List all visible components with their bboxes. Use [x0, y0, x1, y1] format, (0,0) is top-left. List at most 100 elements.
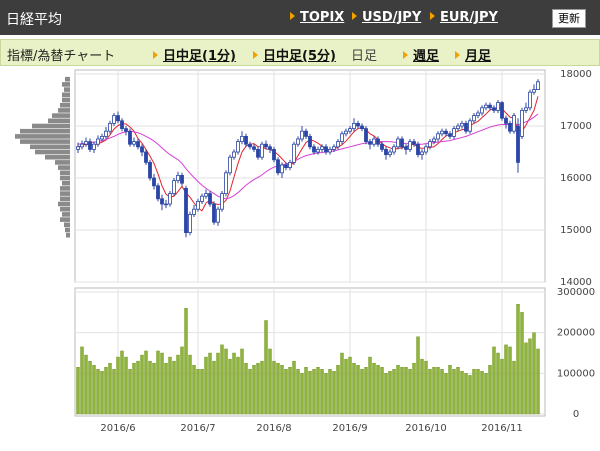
- candle-body: [200, 195, 204, 202]
- price-volume-bar: [60, 102, 70, 108]
- refresh-button[interactable]: 更新: [552, 9, 586, 28]
- link[interactable]: TOPIX: [290, 10, 344, 25]
- volume-bar: [104, 367, 108, 415]
- volume-bar: [496, 352, 500, 415]
- volume-bar: [524, 342, 528, 415]
- price-volume-bar: [60, 175, 70, 181]
- volume-bar: [260, 360, 264, 415]
- candle-body: [456, 125, 460, 129]
- candle-body: [408, 141, 412, 150]
- price-volume-bar: [15, 134, 70, 139]
- candle-body: [296, 138, 300, 145]
- y-tick-label: 100000: [557, 368, 595, 379]
- candle-body: [276, 159, 280, 174]
- candle-body: [148, 161, 152, 179]
- candle-body: [264, 143, 268, 148]
- candle-body: [380, 143, 384, 150]
- candle-body: [340, 133, 344, 143]
- link[interactable]: USD/JPY: [352, 10, 421, 25]
- candle-body: [508, 123, 512, 132]
- x-tick-label: 2016/10: [405, 423, 447, 434]
- candle-body: [180, 174, 184, 184]
- volume-bar: [332, 371, 336, 415]
- volume-bar: [328, 369, 332, 415]
- price-volume-bar: [62, 97, 70, 103]
- candle-body: [88, 141, 92, 150]
- candle-body: [440, 130, 444, 135]
- volume-bar: [336, 365, 340, 415]
- volume-bar: [472, 369, 476, 415]
- volume-bar: [392, 369, 396, 415]
- candle-body: [152, 177, 156, 187]
- candle-body: [160, 198, 164, 205]
- volume-bar: [156, 350, 160, 415]
- candle-body: [100, 135, 104, 140]
- volume-bar: [140, 354, 144, 415]
- candle-body: [272, 148, 276, 161]
- price-volume-bar: [55, 160, 70, 165]
- candle-body: [196, 200, 200, 210]
- tab[interactable]: 日中足(1分): [153, 45, 236, 64]
- volume-bar: [480, 371, 484, 415]
- candle-body: [140, 146, 144, 153]
- candle-body: [184, 187, 188, 233]
- price-volume-bar: [64, 87, 70, 92]
- candle-body: [424, 146, 428, 153]
- volume-bar: [176, 354, 180, 415]
- price-volume-bar: [58, 165, 70, 170]
- x-tick-label: 2016/8: [256, 423, 291, 434]
- price-volume-bar: [60, 217, 70, 222]
- candle-body: [192, 208, 196, 215]
- volume-bar: [240, 348, 244, 415]
- price-volume-bar: [52, 113, 70, 118]
- volume-bar: [188, 354, 192, 415]
- price-volume-bar: [66, 232, 70, 238]
- volume-bar: [264, 320, 268, 415]
- candle-body: [124, 128, 128, 132]
- volume-bar: [292, 360, 296, 415]
- price-volume-bar: [45, 154, 70, 160]
- candle-body: [84, 141, 88, 145]
- volume-bar: [508, 346, 512, 415]
- volume-bar: [324, 373, 328, 415]
- candle-body: [444, 130, 448, 135]
- volume-bar: [368, 356, 372, 415]
- price-volume-bar: [60, 196, 70, 202]
- candle-body: [204, 193, 208, 197]
- y-tick-label: 14000: [560, 277, 592, 288]
- volume-bar: [296, 369, 300, 415]
- volume-bar: [468, 375, 472, 415]
- candle-body: [136, 141, 140, 148]
- candle-body: [432, 138, 436, 142]
- candle-body: [312, 146, 316, 153]
- volume-bar: [76, 367, 80, 415]
- candle-body: [132, 141, 136, 145]
- candle-body: [76, 146, 80, 150]
- candle-body: [304, 130, 308, 137]
- tab[interactable]: 日中足(5分): [253, 45, 336, 64]
- volume-bar: [236, 356, 240, 415]
- volume-bar: [288, 367, 292, 415]
- tab-label: 指標/為替チャート: [7, 49, 116, 64]
- candle-body: [216, 208, 220, 223]
- volume-bar: [220, 344, 224, 415]
- volume-bar: [128, 369, 132, 415]
- price-volume-bar: [60, 186, 70, 191]
- candle-body: [520, 110, 524, 137]
- link[interactable]: EUR/JPY: [430, 10, 498, 25]
- candle-body: [516, 125, 520, 163]
- price-volume-bar: [48, 118, 70, 124]
- volume-bar: [124, 356, 128, 415]
- candle-body: [240, 135, 244, 142]
- tab[interactable]: 月足: [455, 45, 491, 64]
- candle-body: [308, 135, 312, 148]
- volume-bar: [488, 365, 492, 415]
- header-bar: 日経平均 TOPIX USD/JPY EUR/JPY 更新: [0, 0, 600, 35]
- candle-body: [284, 164, 288, 168]
- volume-bar: [520, 312, 524, 415]
- candle-body: [112, 115, 116, 124]
- volume-bar: [212, 360, 216, 415]
- tab[interactable]: 週足: [403, 45, 439, 64]
- tab[interactable]: 日足: [351, 49, 378, 64]
